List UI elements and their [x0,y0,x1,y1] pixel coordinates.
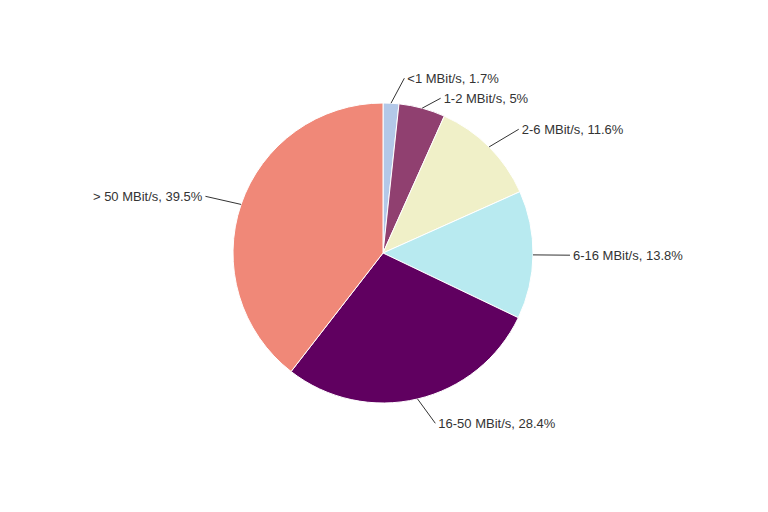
svg-text:2-6 MBit/s, 11.6%: 2-6 MBit/s, 11.6% [522,122,624,137]
svg-text:16-50 MBit/s, 28.4%: 16-50 MBit/s, 28.4% [438,416,555,431]
svg-text:1-2 MBit/s, 5%: 1-2 MBit/s, 5% [444,91,529,106]
svg-text:6-16 MBit/s, 13.8%: 6-16 MBit/s, 13.8% [573,248,683,263]
svg-text:<1 MBit/s, 1.7%: <1 MBit/s, 1.7% [407,71,499,86]
svg-text:> 50 MBit/s, 39.5%: > 50 MBit/s, 39.5% [93,189,203,204]
